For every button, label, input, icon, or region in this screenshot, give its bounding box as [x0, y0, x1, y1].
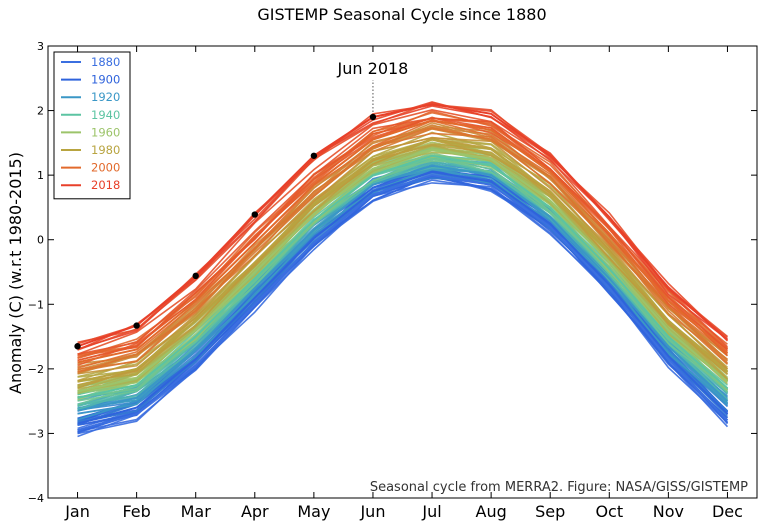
series-line-1880 [77, 174, 729, 432]
legend-label-2000: 2000 [91, 161, 120, 175]
ensemble-line [77, 136, 728, 375]
x-tick-label-apr: Apr [241, 502, 269, 521]
series-line-1920 [77, 164, 729, 412]
series-line-1980 [77, 138, 729, 383]
y-tick-label: −1 [28, 298, 44, 311]
ensemble-line [77, 146, 729, 388]
tick-labels: 3 2 1 0 −1 −2 −3 −4 Jan Feb Mar Apr May Jun Jul Aug Sep O… [28, 40, 743, 521]
series-line-2018 [77, 103, 729, 348]
x-tick-label-feb: Feb [122, 502, 150, 521]
highlight-point-jan [74, 343, 81, 350]
series-lines [77, 103, 729, 432]
highlight-point-jun [369, 113, 377, 121]
ensemble-line [77, 119, 728, 369]
x-tick-label-dec: Dec [712, 502, 743, 521]
ensemble-line [77, 128, 729, 375]
ensemble-line [77, 116, 728, 362]
series-line-1960 [77, 148, 729, 393]
x-tick-label-aug: Aug [476, 502, 507, 521]
legend-label-1960: 1960 [91, 125, 120, 139]
ensemble-line [77, 108, 729, 355]
x-tick-label-jan: Jan [64, 502, 90, 521]
highlight-point-may [310, 152, 318, 159]
y-tick-label: 3 [37, 40, 44, 53]
y-tick-label: −3 [28, 427, 44, 440]
axes [47, 45, 758, 499]
x-tick-label-may: May [297, 502, 330, 521]
legend-label-1920: 1920 [91, 90, 120, 104]
series-line-2000 [77, 119, 729, 364]
chart-title: GISTEMP Seasonal Cycle since 1880 [257, 5, 546, 24]
highlight-point-mar [192, 272, 199, 280]
ensemble-line [77, 155, 728, 406]
legend-label-1940: 1940 [91, 108, 120, 122]
x-tick-label-sep: Sep [535, 502, 565, 521]
x-tick-label-nov: Nov [653, 502, 684, 521]
y-axis-label: Anomaly (C) (w.r.t 1980-2015) [6, 152, 25, 394]
footnote: Seasonal cycle from MERRA2. Figure: NASA… [370, 480, 748, 495]
annotation-label: Jun 2018 [337, 59, 409, 78]
ensemble-line [77, 117, 728, 355]
y-tick-label: −4 [28, 492, 44, 505]
ensemble-line [77, 138, 728, 389]
highlight-point-feb [133, 322, 140, 329]
legend-label-1980: 1980 [91, 143, 120, 157]
ensemble-lines [77, 101, 729, 438]
plot-frame [47, 45, 758, 499]
legend-label-2018: 2018 [91, 178, 120, 192]
x-tick-label-jul: Jul [421, 502, 441, 521]
y-tick-label: 1 [37, 169, 44, 182]
legend-label-1900: 1900 [91, 73, 120, 87]
ensemble-line [77, 168, 728, 415]
ensemble-line [77, 126, 729, 373]
x-tick-label-oct: Oct [595, 502, 623, 521]
y-tick-label: −2 [28, 363, 44, 376]
legend-label-1880: 1880 [91, 55, 120, 69]
plot-area: Jun 2018 [74, 59, 729, 438]
x-tick-label-jun: Jun [359, 502, 385, 521]
series-line-1940 [77, 154, 729, 399]
highlight-points [74, 113, 377, 350]
series-line-1900 [77, 170, 729, 425]
legend: 1880 1900 1920 1940 1960 1980 2000 2018 [53, 51, 131, 200]
x-tick-label-mar: Mar [181, 502, 212, 521]
y-tick-label: 0 [37, 234, 44, 247]
highlight-point-apr [251, 211, 258, 218]
legend-box [53, 51, 131, 200]
y-tick-label: 2 [37, 105, 44, 118]
